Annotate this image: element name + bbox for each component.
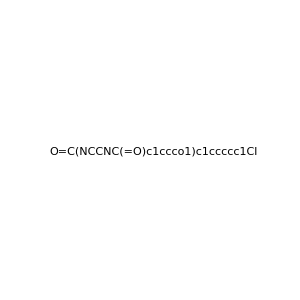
Text: O=C(NCCNC(=O)c1ccco1)c1ccccc1Cl: O=C(NCCNC(=O)c1ccco1)c1ccccc1Cl (50, 146, 258, 157)
